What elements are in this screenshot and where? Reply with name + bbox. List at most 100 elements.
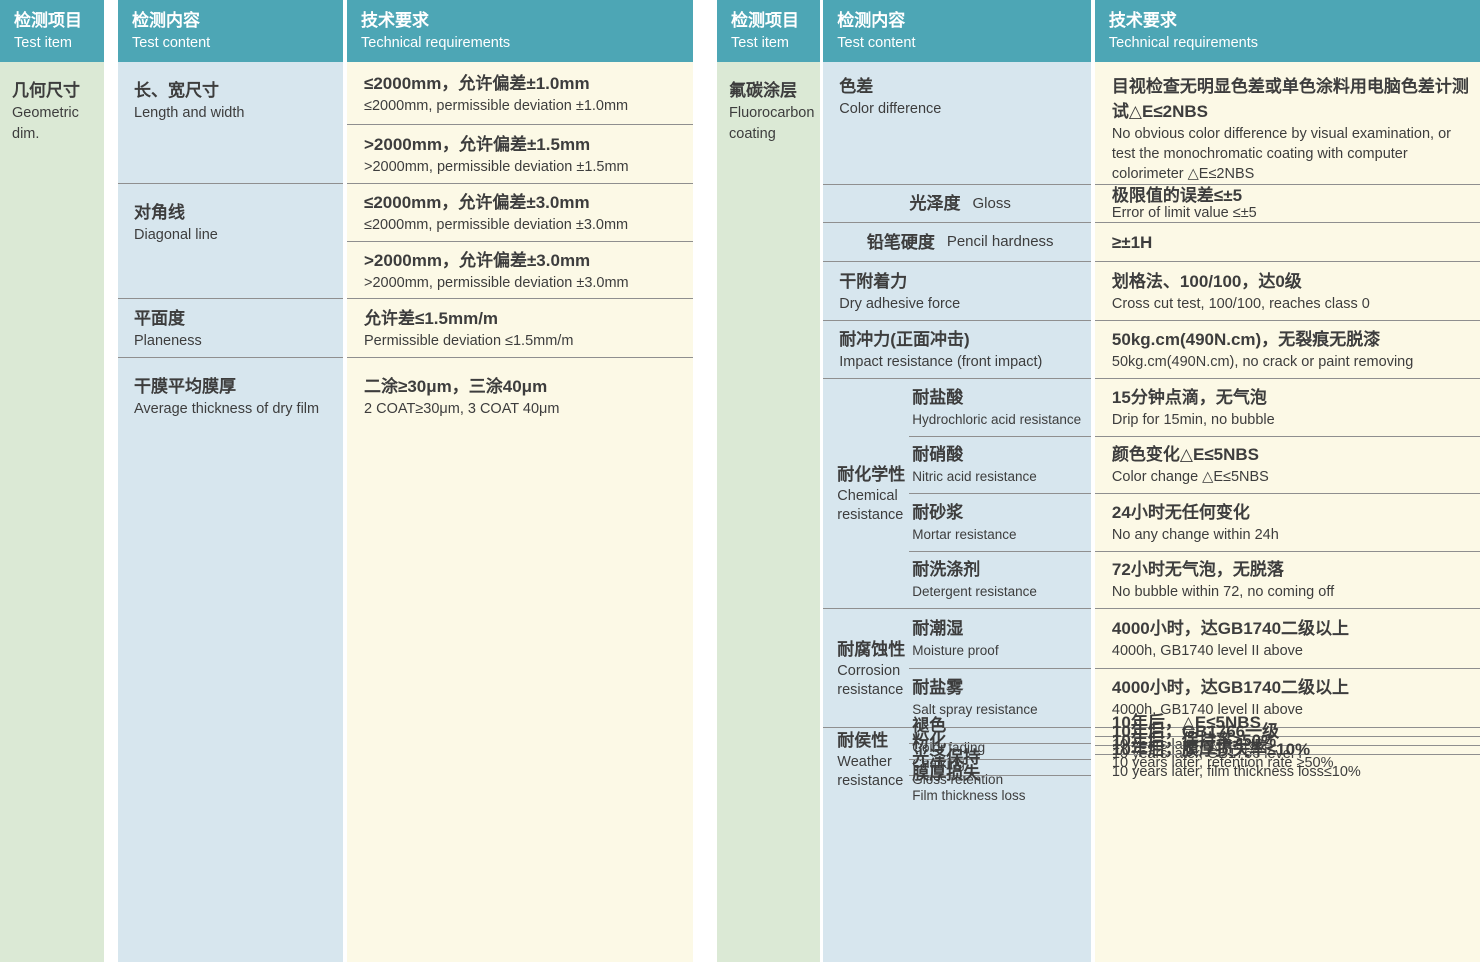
- req-text-zh: ≤2000mm，允许偏差±3.0mm: [364, 193, 590, 212]
- req-text-zh: 目视检查无明显色差或单色涂料用电脑色差计测试△E≤2NBS: [1111, 77, 1469, 121]
- column-technical-requirements: 技术要求 Technical requirements ≤2000mm，允许偏差…: [347, 0, 693, 962]
- req-diagonal-2: >2000mm，允许偏差±3.0mm >2000mm, permissible …: [347, 241, 693, 298]
- group-label-corrosion: 耐腐蚀性 Corrosion resistance: [823, 609, 909, 727]
- row-planeness-zh: 平面度: [134, 308, 185, 328]
- row-planeness-en: Planeness: [134, 332, 202, 349]
- req-text-en: Permissible deviation ≤1.5mm/m: [364, 332, 574, 349]
- req-gloss: 极限值的误差≤±5 Error of limit value ≤±5: [1094, 184, 1480, 222]
- req-dry-adhesive-force: 划格法、100/100，达0级 Cross cut test, 100/100,…: [1094, 261, 1480, 320]
- req-color-difference: 目视检查无明显色差或单色涂料用电脑色差计测试△E≤2NBS No obvious…: [1095, 62, 1480, 184]
- req-length-width-2: >2000mm，允许偏差±1.5mm >2000mm, permissible …: [347, 124, 693, 183]
- header-test-item-zh: 检测项目: [14, 11, 82, 30]
- req-text-en: Drip for 15min, no bubble: [1111, 411, 1275, 428]
- table-geometric-dim: 检测项目 Test item 几何尺寸 Geometric dim. 检测内容 …: [0, 0, 693, 962]
- header-test-content-en: Test content: [837, 35, 916, 51]
- subrow-detergent-en: Detergent resistance: [912, 584, 1037, 600]
- test-item-geometric-en: Geometric dim.: [12, 105, 79, 142]
- req-text-zh: 24小时无任何变化: [1111, 502, 1250, 522]
- row-pencil-hardness-en: Pencil hardness: [946, 233, 1054, 250]
- group-label-weather-zh: 耐侯性: [837, 731, 889, 750]
- column-technical-requirements: 技术要求 Technical requirements 目视检查无明显色差或单色…: [1094, 0, 1480, 962]
- row-pencil-hardness-zh: 铅笔硬度: [866, 232, 935, 252]
- subrow-detergent-zh: 耐洗涤剂: [912, 560, 981, 580]
- subrow-detergent: 耐洗涤剂 Detergent resistance: [909, 550, 1092, 609]
- req-mortar: 24小时无任何变化 No any change within 24h: [1094, 493, 1480, 551]
- test-item-fluorocarbon-en: Fluorocarbon coating: [729, 105, 815, 142]
- req-moisture: 4000小时，达GB1740二级以上 4000h, GB1740 level I…: [1095, 609, 1480, 668]
- req-pencil-hardness: ≥±1H: [1094, 222, 1480, 261]
- row-gloss: 光泽度 Gloss: [823, 184, 1092, 222]
- req-weather-stack: 10年后，△E≤5NBS 10 years later, △E≤5NBS 10年…: [1094, 713, 1480, 780]
- column-gap: [104, 0, 118, 962]
- row-color-difference-zh: 色差: [839, 77, 874, 96]
- test-item-body: 氟碳涂层 Fluorocarbon coating: [717, 62, 821, 962]
- req-planeness: 允许差≤1.5mm/m Permissible deviation ≤1.5mm…: [347, 298, 693, 357]
- header-test-item: 检测项目 Test item: [0, 0, 104, 62]
- row-pencil-hardness: 铅笔硬度 Pencil hardness: [823, 222, 1092, 261]
- subrow-hydrochloric-zh: 耐盐酸: [912, 387, 964, 407]
- header-test-item-zh: 检测项目: [731, 11, 799, 30]
- test-item-fluorocarbon: 氟碳涂层 Fluorocarbon coating: [717, 62, 820, 145]
- req-text-zh: 10年后，保持率≥50%: [1111, 730, 1277, 750]
- req-salt-spray: 4000小时，达GB1740二级以上 4000h, GB1740 level I…: [1094, 667, 1480, 728]
- subrow-film-thickness-loss-zh: 膜厚损失: [912, 764, 981, 783]
- group-label-corrosion-en: Corrosion resistance: [837, 662, 904, 698]
- technical-requirements-body: 目视检查无明显色差或单色涂料用电脑色差计测试△E≤2NBS No obvious…: [1094, 62, 1480, 962]
- header-test-content-zh: 检测内容: [132, 11, 200, 30]
- group-corrosion-subitems: 耐潮湿 Moisture proof 耐盐雾 Salt spray resist…: [909, 609, 1092, 728]
- req-text-zh: 10年后，膜厚损失率≤10%: [1111, 739, 1311, 759]
- req-text-en: 50kg.cm(490N.cm), no crack or paint remo…: [1111, 354, 1414, 370]
- header-test-item-en: Test item: [731, 35, 790, 51]
- req-text-zh: 4000小时，达GB1740二级以上: [1111, 678, 1350, 698]
- req-corrosion-stack: 4000小时，达GB1740二级以上 4000h, GB1740 level I…: [1094, 608, 1480, 728]
- req-text-zh: ≥±1H: [1111, 232, 1153, 252]
- header-technical-requirements-en: Technical requirements: [1108, 35, 1259, 51]
- row-length-width: 长、宽尺寸 Length and width: [118, 62, 343, 183]
- req-text-en: >2000mm, permissible deviation ±3.0mm: [364, 274, 629, 291]
- req-text-en: 10 years later, GB1766 level I: [1111, 745, 1303, 762]
- group-chemical-subitems: 耐盐酸 Hydrochloric acid resistance 耐硝酸 Nit…: [909, 379, 1092, 609]
- row-dry-adhesive-force-en: Dry adhesive force: [839, 295, 961, 312]
- row-diagonal-line: 对角线 Diagonal line: [118, 183, 343, 298]
- req-text-en: 10 years later, film thickness loss≤10%: [1111, 763, 1361, 780]
- group-label-corrosion-zh: 耐腐蚀性: [837, 639, 906, 659]
- test-content-body: 长、宽尺寸 Length and width 对角线 Diagonal line…: [118, 62, 343, 962]
- header-test-content-en: Test content: [132, 35, 211, 51]
- req-text-en: >2000mm, permissible deviation ±1.5mm: [364, 158, 629, 175]
- header-test-item: 检测项目 Test item: [717, 0, 821, 62]
- test-item-body: 几何尺寸 Geometric dim.: [0, 62, 104, 962]
- row-dry-adhesive-force: 干附着力 Dry adhesive force: [823, 261, 1092, 320]
- req-detergent: 72小时无气泡，无脱落 No bubble within 72, no comi…: [1094, 550, 1480, 609]
- req-text-en: Error of limit value ≤±5: [1111, 204, 1257, 221]
- technical-requirements-body: ≤2000mm，允许偏差±1.0mm ≤2000mm, permissible …: [347, 62, 693, 962]
- header-technical-requirements-en: Technical requirements: [361, 35, 511, 51]
- row-dry-film-thickness-en: Average thickness of dry film: [134, 401, 320, 417]
- row-diagonal-line-zh: 对角线: [134, 203, 185, 222]
- req-color-fading: 10年后，△E≤5NBS 10 years later, △E≤5NBS: [1095, 713, 1480, 753]
- req-text-en: Cross cut test, 100/100, reaches class 0: [1111, 295, 1370, 312]
- subrow-nitric-zh: 耐硝酸: [912, 445, 964, 465]
- subrow-chalking-zh: 粉化: [912, 732, 947, 751]
- req-gloss-retention: 10年后，保持率≥50% 10 years later, retention r…: [1094, 731, 1480, 771]
- req-chemical-stack: 15分钟点滴，无气泡 Drip for 15min, no bubble 颜色变…: [1094, 378, 1480, 609]
- column-test-content: 检测内容 Test content 色差 Color difference 光泽…: [823, 0, 1092, 962]
- req-text-zh: >2000mm，允许偏差±1.5mm: [364, 134, 591, 154]
- column-test-item: 检测项目 Test item 氟碳涂层 Fluorocarbon coating: [717, 0, 821, 962]
- subrow-hydrochloric: 耐盐酸 Hydrochloric acid resistance: [909, 379, 1091, 436]
- req-text-en: Color change △E≤5NBS: [1111, 469, 1269, 486]
- req-text-en: 10 years later, retention rate ≥50%: [1111, 754, 1334, 771]
- test-content-body: 色差 Color difference 光泽度 Gloss 铅笔硬度 Penci…: [823, 62, 1092, 962]
- row-impact-resistance-zh: 耐冲力(正面冲击): [839, 330, 970, 349]
- row-dry-adhesive-force-zh: 干附着力: [839, 271, 908, 291]
- req-text-en: No any change within 24h: [1111, 526, 1279, 543]
- group-label-chemical-en: Chemical resistance: [837, 488, 904, 523]
- row-color-difference-en: Color difference: [839, 101, 942, 117]
- header-test-content-zh: 检测内容: [837, 11, 906, 30]
- subrow-hydrochloric-en: Hydrochloric acid resistance: [912, 411, 1082, 427]
- req-text-zh: 二涂≥30μm，三涂40μm: [364, 377, 548, 396]
- req-text-zh: >2000mm，允许偏差±3.0mm: [364, 250, 591, 270]
- subrow-salt-spray: 耐盐雾 Salt spray resistance: [909, 667, 1092, 728]
- req-text-zh: 15分钟点滴，无气泡: [1111, 387, 1267, 407]
- header-technical-requirements: 技术要求 Technical requirements: [347, 0, 693, 62]
- row-planeness: 平面度 Planeness: [118, 298, 343, 357]
